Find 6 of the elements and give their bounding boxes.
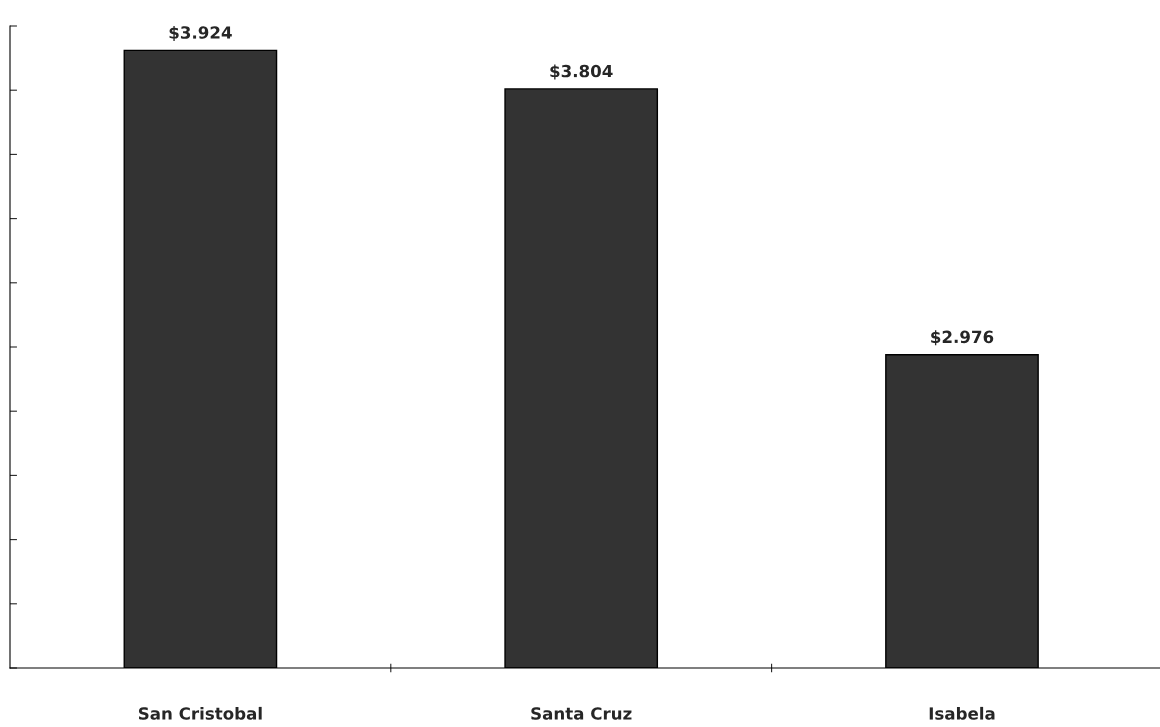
x-tick-label: San Cristobal — [138, 706, 262, 720]
data-label: $3.924 — [169, 25, 232, 42]
x-tick-label: Santa Cruz — [531, 707, 632, 720]
data-label: $3.804 — [550, 64, 613, 80]
x-tick-label: Isabela — [929, 706, 995, 720]
data-label: $2.976 — [931, 330, 994, 346]
